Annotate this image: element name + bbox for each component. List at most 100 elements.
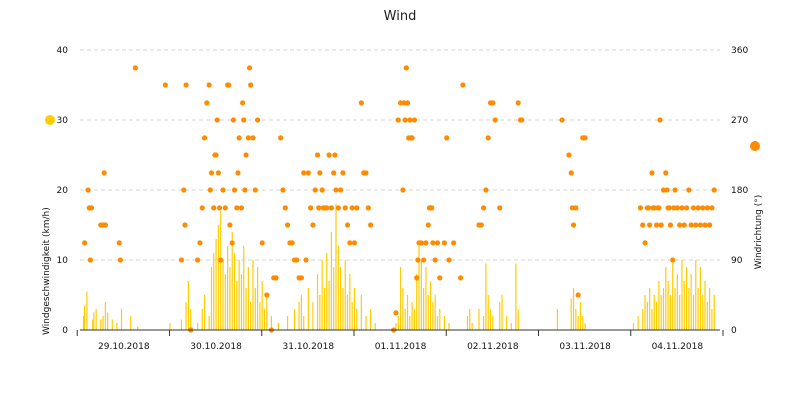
speed-bar [185, 302, 187, 330]
speed-bar [229, 267, 231, 330]
direction-point [478, 222, 484, 228]
speed-bar [365, 316, 367, 330]
direction-point [252, 187, 258, 193]
speed-bar [353, 288, 356, 330]
speed-bar [169, 323, 171, 330]
speed-bar [201, 309, 203, 330]
speed-bar [483, 316, 485, 330]
x-tick-label: 03.11.2018 [559, 342, 611, 352]
right-axis-legend-marker[interactable] [750, 141, 760, 151]
direction-point [432, 257, 438, 263]
speed-bar [220, 211, 222, 330]
left-axis-legend-marker[interactable] [45, 115, 55, 125]
speed-bar [111, 319, 113, 330]
direction-point [707, 222, 713, 228]
direction-point [497, 205, 503, 211]
direction-point [338, 187, 344, 193]
direction-point [429, 205, 435, 211]
speed-bar [208, 316, 210, 330]
grid-lines [80, 49, 720, 261]
direction-point [216, 205, 223, 211]
speed-bar [277, 323, 279, 330]
speed-bar [307, 288, 309, 330]
speed-bar [240, 274, 243, 330]
speed-bar [439, 309, 441, 330]
direction-point [693, 222, 699, 228]
speed-bar [190, 309, 192, 330]
direction-point [310, 222, 316, 228]
direction-point [402, 117, 408, 123]
direction-point [709, 205, 715, 211]
speed-bar [312, 302, 314, 330]
direction-point [204, 100, 210, 106]
x-tick-label: 29.10.2018 [98, 342, 150, 352]
speed-bar [443, 316, 445, 330]
direction-point [686, 187, 692, 193]
speed-bar [342, 288, 344, 330]
speed-bar [245, 288, 247, 330]
speed-bar [210, 267, 213, 330]
speed-bar [266, 295, 268, 330]
speed-bar [197, 323, 199, 330]
direction-point [460, 82, 466, 88]
left-tick-label: 40 [57, 46, 69, 56]
right-tick-label: 270 [731, 116, 748, 126]
speed-bar [699, 267, 701, 330]
speed-bar [411, 302, 413, 330]
direction-point [317, 170, 323, 176]
direction-point [700, 205, 706, 211]
speed-bar [485, 263, 487, 330]
speed-bar [335, 204, 337, 330]
speed-bar [655, 302, 658, 330]
speed-bar [107, 312, 109, 330]
direction-point [344, 222, 351, 228]
direction-point-series [82, 65, 717, 333]
direction-point [201, 135, 208, 141]
direction-point [446, 257, 452, 263]
direction-point [354, 205, 360, 211]
direction-point [418, 240, 424, 246]
direction-point [681, 222, 687, 228]
direction-point [492, 117, 498, 123]
direction-point [197, 240, 203, 246]
left-tick-label: 0 [62, 326, 68, 336]
speed-bar [406, 295, 409, 330]
direction-point [409, 135, 415, 141]
direction-point [425, 222, 431, 228]
speed-bar [231, 232, 233, 330]
speed-bar [256, 267, 259, 330]
speed-bar [203, 295, 206, 330]
direction-point [218, 257, 224, 263]
speed-bar [333, 267, 335, 330]
direction-point [335, 205, 341, 211]
left-tick-label: 30 [57, 116, 69, 126]
direction-point [278, 135, 284, 141]
direction-point [690, 205, 697, 211]
speed-bar [180, 319, 183, 330]
speed-bar [572, 288, 575, 330]
speed-bar [584, 323, 586, 330]
direction-point [215, 170, 221, 176]
direction-point [243, 152, 249, 158]
speed-bar [293, 309, 296, 330]
speed-bar [676, 274, 678, 330]
direction-point [319, 187, 325, 193]
speed-bar [86, 291, 88, 330]
direction-point [199, 205, 205, 211]
direction-point [697, 222, 703, 228]
speed-bar [321, 260, 323, 330]
direction-point [367, 222, 374, 228]
direction-point [407, 117, 413, 123]
speed-bar [346, 295, 349, 330]
direction-point [88, 205, 95, 211]
speed-bar [632, 323, 635, 330]
speed-bar [247, 267, 249, 330]
speed-bar [213, 253, 215, 330]
direction-point [206, 82, 212, 88]
direction-point [642, 240, 648, 246]
speed-bar [420, 260, 422, 330]
direction-point [695, 205, 701, 211]
speed-bar [469, 309, 471, 330]
direction-point [248, 82, 254, 88]
direction-point [87, 257, 93, 263]
